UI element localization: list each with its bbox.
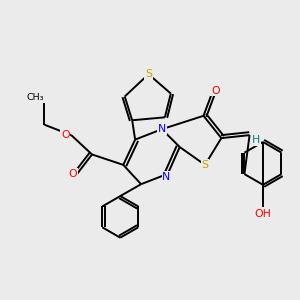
Text: S: S bbox=[145, 69, 152, 79]
Text: N: N bbox=[162, 172, 170, 182]
Text: O: O bbox=[61, 130, 70, 140]
Text: H: H bbox=[252, 136, 260, 146]
Text: O: O bbox=[211, 85, 220, 96]
Text: OH: OH bbox=[254, 208, 272, 219]
Text: N: N bbox=[158, 124, 166, 134]
Text: S: S bbox=[202, 160, 208, 170]
Text: CH₃: CH₃ bbox=[27, 94, 44, 103]
Text: O: O bbox=[68, 169, 77, 179]
